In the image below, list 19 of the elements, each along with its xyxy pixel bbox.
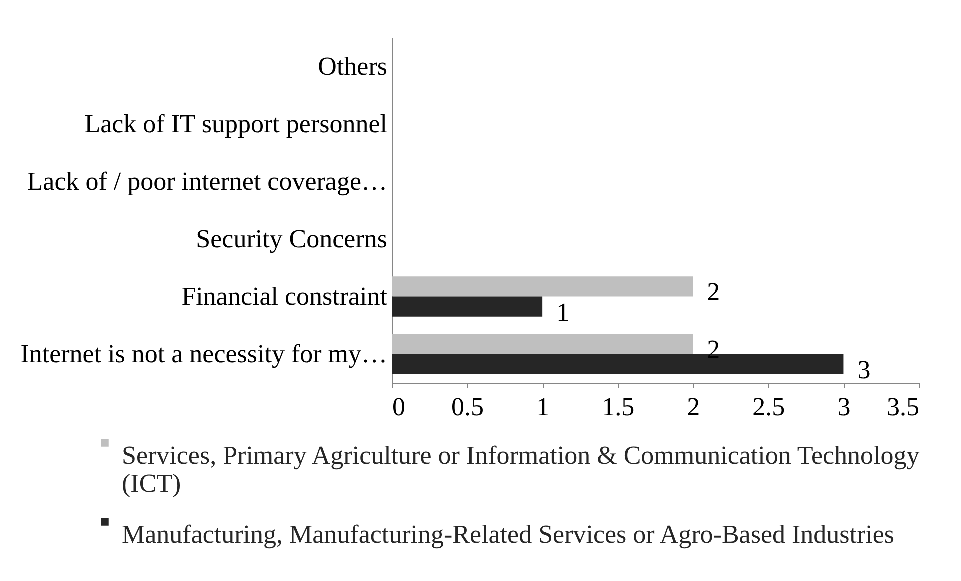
x-tick-label: 0 (392, 392, 406, 422)
data-label: 2 (707, 278, 720, 307)
x-tick-label: 0.5 (452, 392, 484, 422)
y-tick-label: Others (318, 52, 388, 81)
legend-label: Manufacturing, Manufacturing-Related Services or Agro-Based Industries (122, 520, 895, 549)
y-tick-label: Internet is not a necessity for my… (20, 339, 388, 368)
x-tick-label: 1 (536, 392, 550, 422)
y-tick-label: Financial constraint (182, 282, 388, 311)
y-tick-label: Lack of / poor internet coverage… (27, 166, 388, 196)
y-tick-label: Lack of IT support personnel (84, 109, 388, 138)
data-label: 1 (556, 298, 570, 327)
x-tick-label: 2 (687, 392, 700, 422)
legend-label: Services, Primary Agriculture or Information & Communication Technology (ICT) (122, 441, 920, 498)
x-tick-label: 3.5 (887, 392, 920, 422)
x-tick-label: 1.5 (602, 392, 635, 422)
y-tick-label: Security Concerns (196, 224, 388, 254)
x-tick-label: 3 (838, 392, 851, 422)
data-label: 3 (858, 355, 871, 384)
x-tick-label: 2.5 (752, 392, 786, 422)
